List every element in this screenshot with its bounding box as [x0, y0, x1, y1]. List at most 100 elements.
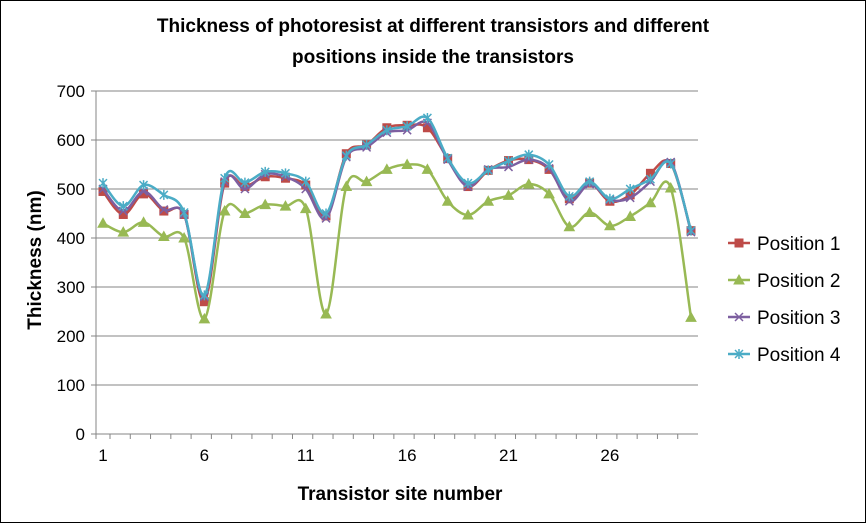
data-point — [604, 219, 616, 231]
legend: Position 1 Position 2 Position 3 Position 4 — [728, 234, 841, 366]
data-point — [483, 165, 493, 176]
data-point — [299, 202, 312, 214]
data-point — [625, 193, 635, 203]
data-point — [220, 173, 230, 184]
y-tick-label: 700 — [57, 82, 85, 101]
data-point — [482, 195, 495, 206]
legend-label: Position 1 — [757, 234, 840, 255]
y-axis-title: Thickness (nm) — [25, 190, 46, 329]
data-point — [645, 174, 655, 185]
gridlines — [96, 90, 698, 386]
data-point — [360, 175, 373, 187]
data-point — [362, 139, 372, 150]
data-point — [279, 200, 292, 211]
y-tick-label: 100 — [57, 376, 85, 395]
data-point — [259, 198, 272, 210]
legend-label: Position 4 — [757, 345, 841, 366]
legend-item: Position 2 — [728, 271, 840, 292]
data-point — [462, 208, 474, 220]
y-tick-label: 0 — [76, 425, 85, 444]
series-lines — [97, 112, 697, 324]
y-tick-label: 500 — [57, 180, 85, 199]
x-axis-title: Transistor site number — [298, 484, 503, 505]
y-tick-label: 300 — [57, 278, 85, 297]
data-point — [402, 121, 412, 132]
chart-title-line-1: Thickness of photoresist at different tr… — [157, 16, 710, 37]
data-point — [382, 125, 392, 136]
data-point — [524, 149, 534, 160]
x-tick-label: 1 — [98, 446, 107, 465]
series-2 — [97, 158, 697, 324]
data-point — [157, 230, 170, 242]
data-point — [502, 189, 515, 200]
data-point — [686, 225, 696, 236]
data-point — [422, 112, 432, 123]
data-point — [218, 205, 231, 216]
legend-label: Position 3 — [757, 308, 840, 329]
data-point — [605, 193, 615, 204]
data-point — [117, 226, 130, 237]
x-tick-label: 11 — [297, 446, 315, 465]
series-1 — [98, 120, 696, 307]
data-point — [644, 196, 657, 208]
data-point — [97, 217, 109, 228]
data-point — [503, 156, 514, 167]
data-point — [137, 216, 150, 227]
x-tick-label: 21 — [499, 446, 518, 465]
y-tick-label: 600 — [57, 131, 85, 150]
data-point — [198, 312, 211, 324]
series-line — [102, 123, 693, 303]
data-point — [583, 206, 596, 218]
series-4 — [98, 112, 696, 301]
data-point — [159, 205, 169, 215]
legend-item: Position 3 — [728, 308, 840, 329]
y-tick-label: 200 — [57, 327, 85, 346]
data-point — [664, 181, 677, 193]
data-point — [624, 210, 637, 221]
data-point — [321, 208, 331, 219]
x-tick-label: 16 — [398, 446, 417, 465]
x-tick-label: 26 — [600, 446, 619, 465]
data-point — [118, 201, 128, 212]
data-point — [139, 180, 149, 191]
data-point — [98, 178, 108, 189]
data-point — [625, 184, 635, 194]
legend-swatch-marker — [733, 273, 745, 285]
legend-swatch-marker — [734, 349, 744, 359]
data-point — [199, 290, 209, 301]
data-point — [340, 180, 353, 192]
data-point — [585, 176, 595, 187]
data-point — [240, 177, 250, 188]
data-point — [239, 207, 251, 218]
data-point — [179, 207, 189, 218]
legend-item: Position 1 — [728, 234, 840, 255]
data-point — [421, 163, 434, 174]
chart-title-line-2: positions inside the transistors — [292, 47, 574, 68]
data-point — [685, 311, 697, 322]
data-point — [563, 220, 576, 232]
data-point — [341, 150, 351, 161]
data-point — [301, 176, 311, 187]
data-point — [463, 178, 473, 189]
data-point — [381, 163, 393, 174]
legend-swatch-marker — [734, 312, 744, 322]
data-point — [443, 153, 453, 164]
data-point — [401, 158, 413, 169]
data-point — [280, 168, 291, 179]
series-3 — [98, 118, 696, 302]
legend-swatch-marker — [734, 238, 744, 248]
data-point — [178, 231, 190, 243]
data-point — [260, 166, 270, 177]
data-point — [544, 159, 554, 170]
data-point — [441, 195, 454, 206]
legend-item: Position 4 — [728, 345, 841, 366]
data-point — [320, 307, 332, 319]
x-tick-label: 6 — [200, 446, 209, 465]
data-point — [522, 178, 535, 189]
y-tick-label: 400 — [57, 229, 85, 248]
data-point — [543, 187, 555, 199]
legend-label: Position 2 — [757, 271, 840, 292]
